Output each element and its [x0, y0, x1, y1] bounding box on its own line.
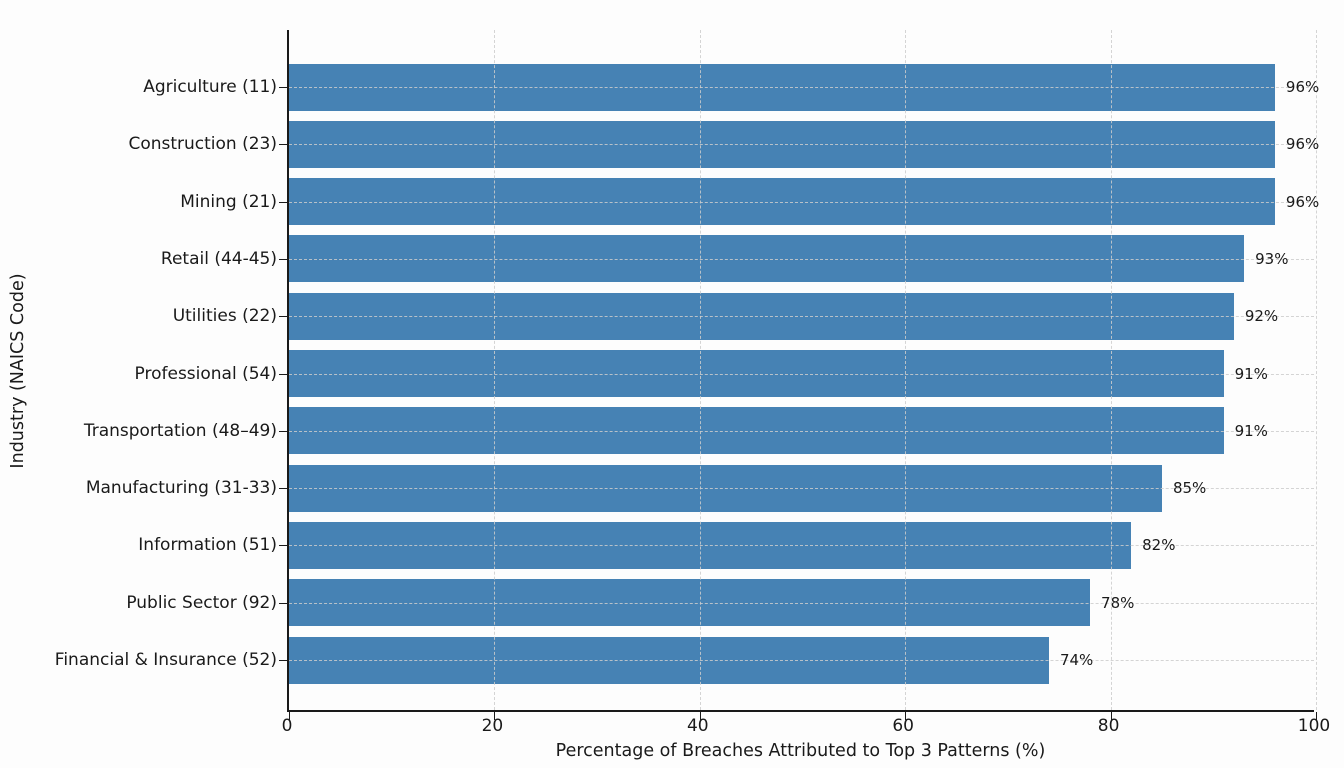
gridline-h — [289, 201, 1314, 203]
category-label: Public Sector (92) — [126, 592, 277, 613]
y-tick-mark — [279, 316, 287, 318]
gridline-h — [289, 87, 1314, 88]
y-tick-mark — [279, 258, 287, 260]
gridline-h — [289, 602, 1314, 604]
y-tick-mark — [279, 373, 287, 375]
category-label: Mining (21) — [180, 191, 277, 212]
gridline-v — [699, 30, 701, 710]
y-tick-mark — [279, 144, 287, 146]
y-tick-mark — [279, 660, 287, 661]
category-label: Information (51) — [138, 535, 277, 556]
y-tick-mark — [279, 545, 287, 547]
category-label: Agriculture (11) — [143, 77, 277, 97]
gridline-v — [905, 30, 907, 710]
x-tick-mark — [905, 712, 907, 720]
bar-value-label: 93% — [1255, 249, 1289, 268]
gridline-h — [289, 316, 1314, 318]
gridline-h — [289, 545, 1314, 547]
y-tick-labels: Agriculture (11) Construction (23) Mining … — [0, 30, 277, 712]
bar-value-label: 96% — [1285, 78, 1320, 96]
x-tick-mark — [289, 712, 290, 720]
bar-value-label: 91% — [1234, 421, 1268, 440]
bar-value-label: 96% — [1285, 192, 1320, 211]
x-tick-mark — [494, 712, 496, 720]
bar-value-label: 74% — [1059, 651, 1094, 669]
bar-value-label: 91% — [1234, 364, 1268, 383]
bar-value-label: 92% — [1244, 307, 1279, 326]
gridline-h — [289, 258, 1314, 260]
bar-value-label: 78% — [1101, 593, 1135, 612]
x-tick-mark — [1110, 712, 1112, 720]
x-tick-mark — [1316, 712, 1317, 720]
category-label: Professional (54) — [134, 363, 277, 384]
y-tick-mark — [279, 430, 287, 432]
gridline-h — [289, 488, 1314, 490]
x-tick-label: 0 — [281, 716, 293, 736]
x-tick-label: 100 — [1297, 716, 1331, 736]
gridline-v — [1110, 30, 1112, 710]
y-tick-mark — [279, 87, 287, 88]
gridline-h — [289, 144, 1314, 146]
x-tick-label: 80 — [1097, 716, 1120, 736]
x-tick-label: 20 — [481, 716, 504, 736]
category-label: Construction (23) — [128, 134, 277, 155]
x-tick-mark — [699, 712, 701, 720]
y-tick-mark — [279, 488, 287, 490]
y-tick-mark — [279, 201, 287, 203]
gridline-h — [289, 430, 1314, 432]
plot-area: 96% 96% 96% 93% 92% 91% 91% 85% 82% 78% 74% — [279, 30, 1319, 720]
category-label: Manufacturing (31-33) — [85, 478, 277, 499]
x-axis-title: Percentage of Breaches Attributed to Top… — [555, 741, 1046, 761]
x-tick-label: 60 — [892, 716, 915, 736]
category-label: Financial & Insurance (52) — [54, 650, 277, 670]
y-tick-mark — [279, 602, 287, 604]
bar-value-label: 85% — [1172, 479, 1207, 498]
bar-value-label: 82% — [1142, 536, 1176, 555]
category-label: Retail (44-45) — [160, 248, 277, 269]
bar-value-label: 96% — [1285, 135, 1320, 154]
x-tick-label: 40 — [686, 716, 709, 736]
gridline-v — [1316, 30, 1317, 710]
gridline-v — [494, 30, 496, 710]
gridline-h — [289, 660, 1314, 661]
category-label: Transportation (48–49) — [83, 420, 277, 441]
x-tick-labels: 0 20 40 60 80 100 — [282, 716, 1331, 740]
gridline-h — [289, 373, 1314, 375]
category-label: Utilities (22) — [172, 306, 277, 327]
